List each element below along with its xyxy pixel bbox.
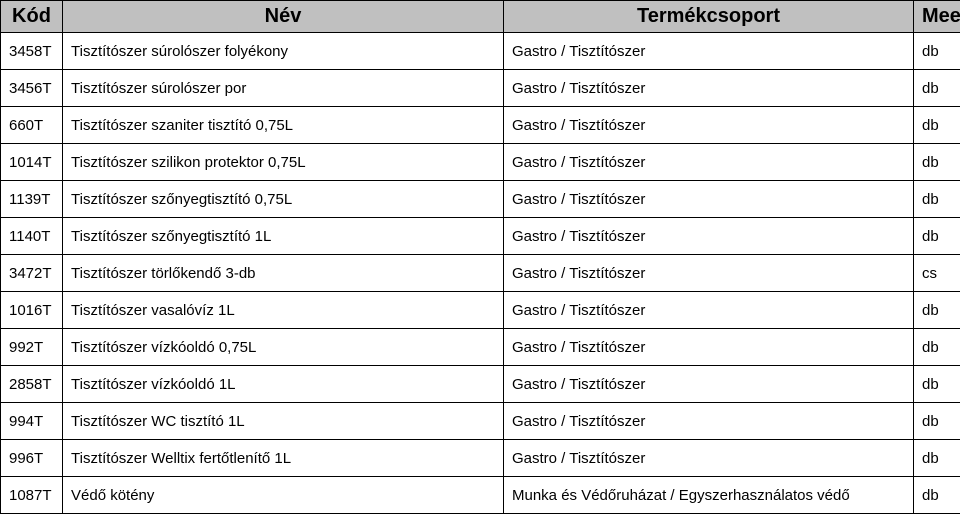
cell-name: Tisztítószer WC tisztító 1L [63, 403, 504, 440]
cell-group: Gastro / Tisztítószer [504, 366, 914, 403]
col-header-unit: Mee [914, 1, 960, 33]
cell-code: 2858T [1, 366, 63, 403]
table-row: 1014T Tisztítószer szilikon protektor 0,… [1, 144, 960, 181]
cell-name: Tisztítószer vízkóoldó 0,75L [63, 329, 504, 366]
cell-name: Tisztítószer szilikon protektor 0,75L [63, 144, 504, 181]
table-body: 3458T Tisztítószer súrolószer folyékony … [1, 33, 960, 514]
cell-unit: db [914, 403, 960, 440]
cell-group: Gastro / Tisztítószer [504, 329, 914, 366]
cell-name: Tisztítószer súrolószer folyékony [63, 33, 504, 70]
cell-unit: cs [914, 255, 960, 292]
cell-group: Gastro / Tisztítószer [504, 181, 914, 218]
cell-unit: db [914, 33, 960, 70]
cell-group: Gastro / Tisztítószer [504, 33, 914, 70]
cell-code: 1016T [1, 292, 63, 329]
cell-unit: db [914, 440, 960, 477]
table-row: 660T Tisztítószer szaniter tisztító 0,75… [1, 107, 960, 144]
cell-code: 3472T [1, 255, 63, 292]
col-header-group: Termékcsoport [504, 1, 914, 33]
cell-group: Gastro / Tisztítószer [504, 144, 914, 181]
table-row: 1087T Védő kötény Munka és Védőruházat /… [1, 477, 960, 514]
cell-code: 992T [1, 329, 63, 366]
cell-group: Gastro / Tisztítószer [504, 70, 914, 107]
cell-unit: db [914, 181, 960, 218]
cell-unit: db [914, 70, 960, 107]
cell-code: 660T [1, 107, 63, 144]
col-header-code: Kód [1, 1, 63, 33]
cell-unit: db [914, 107, 960, 144]
cell-name: Tisztítószer törlőkendő 3-db [63, 255, 504, 292]
cell-code: 994T [1, 403, 63, 440]
cell-name: Tisztítószer vasalóvíz 1L [63, 292, 504, 329]
table-row: 3472T Tisztítószer törlőkendő 3-db Gastr… [1, 255, 960, 292]
cell-group: Gastro / Tisztítószer [504, 292, 914, 329]
cell-unit: db [914, 144, 960, 181]
cell-unit: db [914, 477, 960, 514]
cell-name: Tisztítószer súrolószer por [63, 70, 504, 107]
cell-code: 1139T [1, 181, 63, 218]
table-row: 1139T Tisztítószer szőnyegtisztító 0,75L… [1, 181, 960, 218]
cell-name: Tisztítószer vízkóoldó 1L [63, 366, 504, 403]
cell-code: 1140T [1, 218, 63, 255]
table-row: 2858T Tisztítószer vízkóoldó 1L Gastro /… [1, 366, 960, 403]
table-row: 992T Tisztítószer vízkóoldó 0,75L Gastro… [1, 329, 960, 366]
cell-group: Munka és Védőruházat / Egyszerhasználato… [504, 477, 914, 514]
cell-name: Tisztítószer Welltix fertőtlenítő 1L [63, 440, 504, 477]
table-row: 3458T Tisztítószer súrolószer folyékony … [1, 33, 960, 70]
cell-group: Gastro / Tisztítószer [504, 107, 914, 144]
cell-name: Védő kötény [63, 477, 504, 514]
cell-unit: db [914, 366, 960, 403]
product-table: Kód Név Termékcsoport Mee 3458T Tisztító… [0, 0, 960, 514]
table-row: 3456T Tisztítószer súrolószer por Gastro… [1, 70, 960, 107]
cell-name: Tisztítószer szaniter tisztító 0,75L [63, 107, 504, 144]
table-row: 994T Tisztítószer WC tisztító 1L Gastro … [1, 403, 960, 440]
table-row: 996T Tisztítószer Welltix fertőtlenítő 1… [1, 440, 960, 477]
cell-group: Gastro / Tisztítószer [504, 440, 914, 477]
col-header-name: Név [63, 1, 504, 33]
cell-unit: db [914, 218, 960, 255]
cell-code: 1087T [1, 477, 63, 514]
cell-group: Gastro / Tisztítószer [504, 255, 914, 292]
cell-code: 1014T [1, 144, 63, 181]
cell-group: Gastro / Tisztítószer [504, 403, 914, 440]
cell-code: 3456T [1, 70, 63, 107]
cell-unit: db [914, 292, 960, 329]
cell-name: Tisztítószer szőnyegtisztító 0,75L [63, 181, 504, 218]
table-row: 1016T Tisztítószer vasalóvíz 1L Gastro /… [1, 292, 960, 329]
cell-group: Gastro / Tisztítószer [504, 218, 914, 255]
cell-code: 996T [1, 440, 63, 477]
table-row: 1140T Tisztítószer szőnyegtisztító 1L Ga… [1, 218, 960, 255]
table-header-row: Kód Név Termékcsoport Mee [1, 1, 960, 33]
cell-code: 3458T [1, 33, 63, 70]
cell-name: Tisztítószer szőnyegtisztító 1L [63, 218, 504, 255]
cell-unit: db [914, 329, 960, 366]
